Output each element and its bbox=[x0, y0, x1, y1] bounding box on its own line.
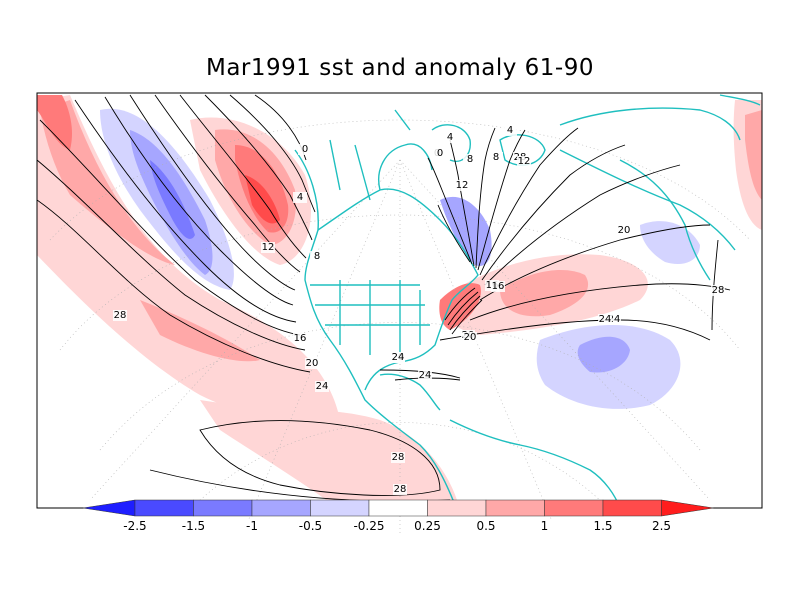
contour-label-bg bbox=[393, 484, 407, 495]
contour-label-bg bbox=[293, 192, 307, 203]
anomaly-pos-nw bbox=[37, 95, 73, 150]
colorbar-segment bbox=[602, 499, 662, 517]
contour-label-bg bbox=[711, 285, 725, 296]
colorbar-tick-label: -1 bbox=[246, 519, 258, 533]
contour-label: 20 bbox=[618, 225, 631, 236]
contour-label-bg bbox=[503, 125, 517, 136]
coastlines bbox=[294, 94, 761, 509]
anomaly-pos-east-edge-core bbox=[745, 110, 762, 200]
anomaly-pos-pacific-band bbox=[37, 95, 340, 424]
contour-label: 28 bbox=[712, 285, 725, 296]
contour-label-bg bbox=[433, 148, 447, 159]
anomaly-pos-pacific-core bbox=[40, 100, 175, 265]
colorbar-tick-label: 0.5 bbox=[476, 519, 495, 533]
contour-label: 20 bbox=[464, 332, 477, 343]
contour-label: 16 bbox=[294, 333, 307, 344]
contour-label-bg bbox=[455, 180, 469, 191]
contour-label-bg bbox=[463, 154, 477, 165]
anomaly-pos-coast bbox=[439, 283, 481, 330]
colorbar-tick-label: 0.25 bbox=[414, 519, 441, 533]
contour-label-bg bbox=[489, 152, 503, 163]
anomaly-pos-eqpac bbox=[200, 400, 460, 510]
colorbar-tick-label: -1.5 bbox=[182, 519, 205, 533]
contour-label: 12 bbox=[456, 180, 469, 191]
contour-label-bg bbox=[391, 452, 405, 463]
colorbar-tick-labels: -2.5 -1.5 -1 -0.5 -0.25 0.25 0.5 1 1.5 2.5 bbox=[123, 519, 671, 533]
colorbar-tick-label: 1.5 bbox=[593, 519, 612, 533]
contour-label: 24 bbox=[599, 314, 612, 325]
colorbar-segment bbox=[544, 499, 604, 517]
contour-label: 28 bbox=[392, 452, 405, 463]
contour-label: 16 bbox=[492, 281, 505, 292]
contour-label: 4 bbox=[447, 132, 453, 143]
contour-label-bg bbox=[517, 156, 531, 167]
contour-label-bg bbox=[491, 281, 505, 292]
colorbar-segment bbox=[134, 499, 194, 517]
contour-label-bg bbox=[261, 242, 275, 253]
contour-label-bg bbox=[463, 332, 477, 343]
colorbar-segment bbox=[193, 499, 253, 517]
contour-label: 8 bbox=[467, 154, 473, 165]
colorbar-tick-label: -2.5 bbox=[123, 519, 146, 533]
contour-label: 4 bbox=[297, 192, 303, 203]
anomaly-neg-npac-core bbox=[150, 160, 195, 239]
map-frame bbox=[36, 92, 763, 509]
contour-label-bg bbox=[315, 381, 329, 392]
contour-label-bg bbox=[418, 370, 432, 381]
contour-label: 20 bbox=[306, 358, 319, 369]
contour-label: 24 bbox=[392, 352, 405, 363]
contour-label-bg bbox=[310, 251, 324, 262]
contour-label: 0 bbox=[302, 144, 308, 155]
contour-label-bg bbox=[293, 333, 307, 344]
contour-label: 8 bbox=[314, 251, 320, 262]
colorbar-arrow-low bbox=[82, 499, 136, 517]
contour-labels: 2824201612840048121620242820242828202420… bbox=[113, 125, 725, 495]
colorbar-tick-label: -0.5 bbox=[299, 519, 322, 533]
contour-label: 8 bbox=[493, 152, 499, 163]
contour-label-bg bbox=[391, 352, 405, 363]
colorbar bbox=[82, 499, 714, 517]
contour-label-bg bbox=[607, 314, 621, 325]
contour-label: 12 bbox=[262, 242, 275, 253]
anomaly-pos-gulfstream-mid bbox=[500, 270, 589, 317]
contour-label-bg bbox=[617, 225, 631, 236]
map-title: Mar1991 sst and anomaly 61-90 bbox=[205, 55, 594, 81]
contour-label: 24 bbox=[419, 370, 432, 381]
colorbar-segment bbox=[368, 499, 428, 517]
colorbar-tick-label: 1 bbox=[541, 519, 549, 533]
colorbar-segment bbox=[251, 499, 311, 517]
colorbar-segment bbox=[485, 499, 545, 517]
colorbar-segment bbox=[427, 499, 487, 517]
contour-label-bg bbox=[598, 314, 612, 325]
contour-label-bg bbox=[443, 132, 457, 143]
contour-label: 24 bbox=[608, 314, 621, 325]
contour-label: 28 bbox=[114, 310, 127, 321]
colorbar-tick-label: 2.5 bbox=[652, 519, 671, 533]
contour-label: 28 bbox=[394, 484, 407, 495]
anomaly-neg-eatl-core bbox=[577, 336, 630, 373]
contour-label: 0 bbox=[437, 148, 443, 159]
colorbar-arrow-high bbox=[661, 499, 714, 517]
colorbar-tick-label: -0.25 bbox=[353, 519, 384, 533]
contour-label: 4 bbox=[507, 125, 513, 136]
anomaly-shading bbox=[37, 95, 762, 510]
contour-label: 24 bbox=[316, 381, 329, 392]
contour-label-bg bbox=[298, 144, 312, 155]
colorbar-segment bbox=[310, 499, 370, 517]
contour-label: 12 bbox=[518, 156, 531, 167]
contour-label-bg bbox=[305, 358, 319, 369]
contour-label-bg bbox=[113, 310, 127, 321]
